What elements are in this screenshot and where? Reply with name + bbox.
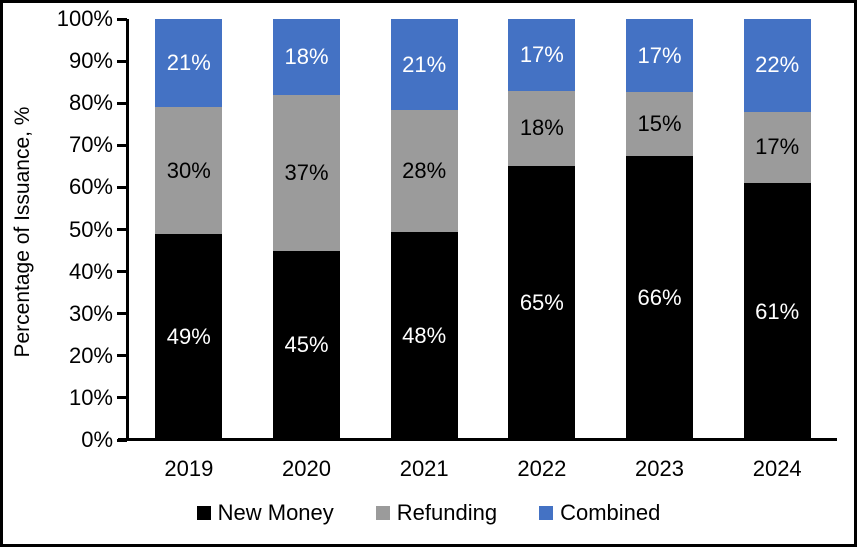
y-tick-mark — [117, 17, 127, 21]
bar-2019: 21% 30% 49% — [155, 19, 223, 440]
x-axis-label: 2022 — [517, 456, 567, 481]
legend-item: Combined — [539, 500, 660, 526]
y-tick-mark — [117, 143, 127, 147]
bar-segment: 61% — [743, 183, 811, 440]
bar-segment: 45% — [273, 250, 340, 440]
bar-slot: 22% 17% 61% — [718, 19, 836, 440]
bar-segment-label: 22% — [755, 52, 800, 78]
bar-segment-label: 37% — [284, 159, 329, 185]
bar-segment-label: 18% — [284, 43, 329, 69]
legend-swatch-icon — [375, 506, 390, 520]
y-tick-label: 80% — [68, 90, 113, 116]
x-axis-label: 2020 — [282, 456, 331, 481]
y-tick-label: 10% — [68, 384, 113, 410]
bar-segment-label: 17% — [519, 41, 564, 67]
y-tick-label: 40% — [68, 258, 113, 284]
y-tick-label: 90% — [68, 48, 113, 74]
y-tick-label: 20% — [68, 342, 113, 368]
bar-segment-label: 49% — [166, 323, 211, 349]
bar-segment: 30% — [155, 107, 223, 234]
bar-segment: 17% — [743, 111, 811, 184]
legend-item: Refunding — [375, 500, 498, 526]
bar-2023: 17% 15% 66% — [626, 19, 694, 440]
bar-segment: 22% — [743, 19, 811, 112]
legend-label: New Money — [217, 500, 334, 525]
bar-segment: 18% — [508, 90, 576, 167]
y-tick-mark — [117, 228, 127, 231]
bar-segment-label: 28% — [402, 157, 447, 183]
y-tick-mark — [117, 354, 127, 358]
bar-segment: 21% — [390, 19, 458, 111]
bar-2022: 17% 18% 65% — [508, 19, 576, 440]
legend: New Money Refunding Combined — [3, 500, 854, 526]
bar-segment: 17% — [626, 19, 694, 93]
bar-segment-label: 17% — [637, 42, 682, 68]
bar-segment-label: 18% — [519, 115, 564, 141]
bar-segment-label: 65% — [519, 290, 564, 316]
bar-2021: 21% 28% 48% — [390, 19, 458, 440]
bar-slot: 18% 37% 45% — [248, 19, 366, 440]
plot-area: 21% 30% 49% 18% 37% 45% 21% 28% 48% 17% 18% 65% 17% 1… — [130, 19, 836, 440]
legend-item: New Money — [196, 500, 334, 526]
bar-segment-label: 30% — [166, 157, 211, 183]
y-tick-label: 70% — [68, 132, 113, 158]
y-tick-label: 0% — [81, 427, 113, 452]
legend-swatch-icon — [196, 506, 211, 520]
bar-slot: 17% 15% 66% — [601, 19, 719, 440]
bar-slot: 21% 30% 49% — [130, 19, 248, 440]
y-tick-mark — [117, 270, 127, 274]
bar-segment: 37% — [273, 94, 340, 251]
y-tick-mark — [117, 396, 127, 400]
bar-segment: 65% — [508, 166, 576, 440]
y-tick-mark — [117, 312, 127, 316]
x-axis-label: 2023 — [635, 456, 684, 481]
x-axis-label: 2024 — [752, 456, 802, 481]
legend-label: Refunding — [396, 500, 498, 525]
y-tick-label: 60% — [68, 174, 113, 200]
bar-segment-label: 61% — [755, 298, 800, 324]
bar-segment-label: 21% — [402, 51, 447, 77]
y-tick-mark — [117, 185, 127, 189]
bar-2020: 18% 37% 45% — [273, 19, 340, 440]
bar-segment-label: 66% — [637, 285, 682, 311]
bar-segment-label: 48% — [402, 322, 447, 348]
bar-segment: 17% — [508, 19, 576, 91]
bar-2024: 22% 17% 61% — [743, 19, 811, 440]
y-tick-mark — [117, 59, 127, 63]
bar-segment: 49% — [155, 233, 223, 440]
bar-segment-label: 45% — [284, 332, 329, 358]
x-axis-label: 2019 — [164, 456, 214, 481]
y-tick-label: 50% — [68, 216, 113, 242]
legend-label: Combined — [560, 500, 661, 525]
bar-segment: 18% — [273, 19, 340, 95]
bar-segment: 28% — [390, 110, 458, 232]
bar-segment-label: 15% — [637, 111, 682, 137]
y-axis-line — [126, 19, 129, 441]
y-tick-label: 30% — [68, 300, 113, 326]
bar-segment-label: 17% — [755, 134, 800, 160]
y-tick-mark — [117, 438, 127, 442]
bar-segment-label: 21% — [166, 50, 211, 76]
y-tick-mark — [117, 101, 127, 105]
bar-slot: 17% 18% 65% — [483, 19, 601, 440]
bar-segment: 21% — [155, 19, 223, 108]
y-tick-label: 100% — [56, 6, 113, 31]
bar-segment: 66% — [626, 156, 694, 440]
legend-swatch-icon — [539, 506, 554, 520]
x-axis-line — [118, 438, 837, 441]
bar-segment: 48% — [390, 231, 458, 440]
x-axis-labels: 2019 2020 2021 2022 2023 2024 — [130, 456, 836, 482]
bar-slot: 21% 28% 48% — [365, 19, 483, 440]
x-axis-label: 2021 — [399, 456, 449, 481]
bar-segment: 15% — [626, 92, 694, 157]
